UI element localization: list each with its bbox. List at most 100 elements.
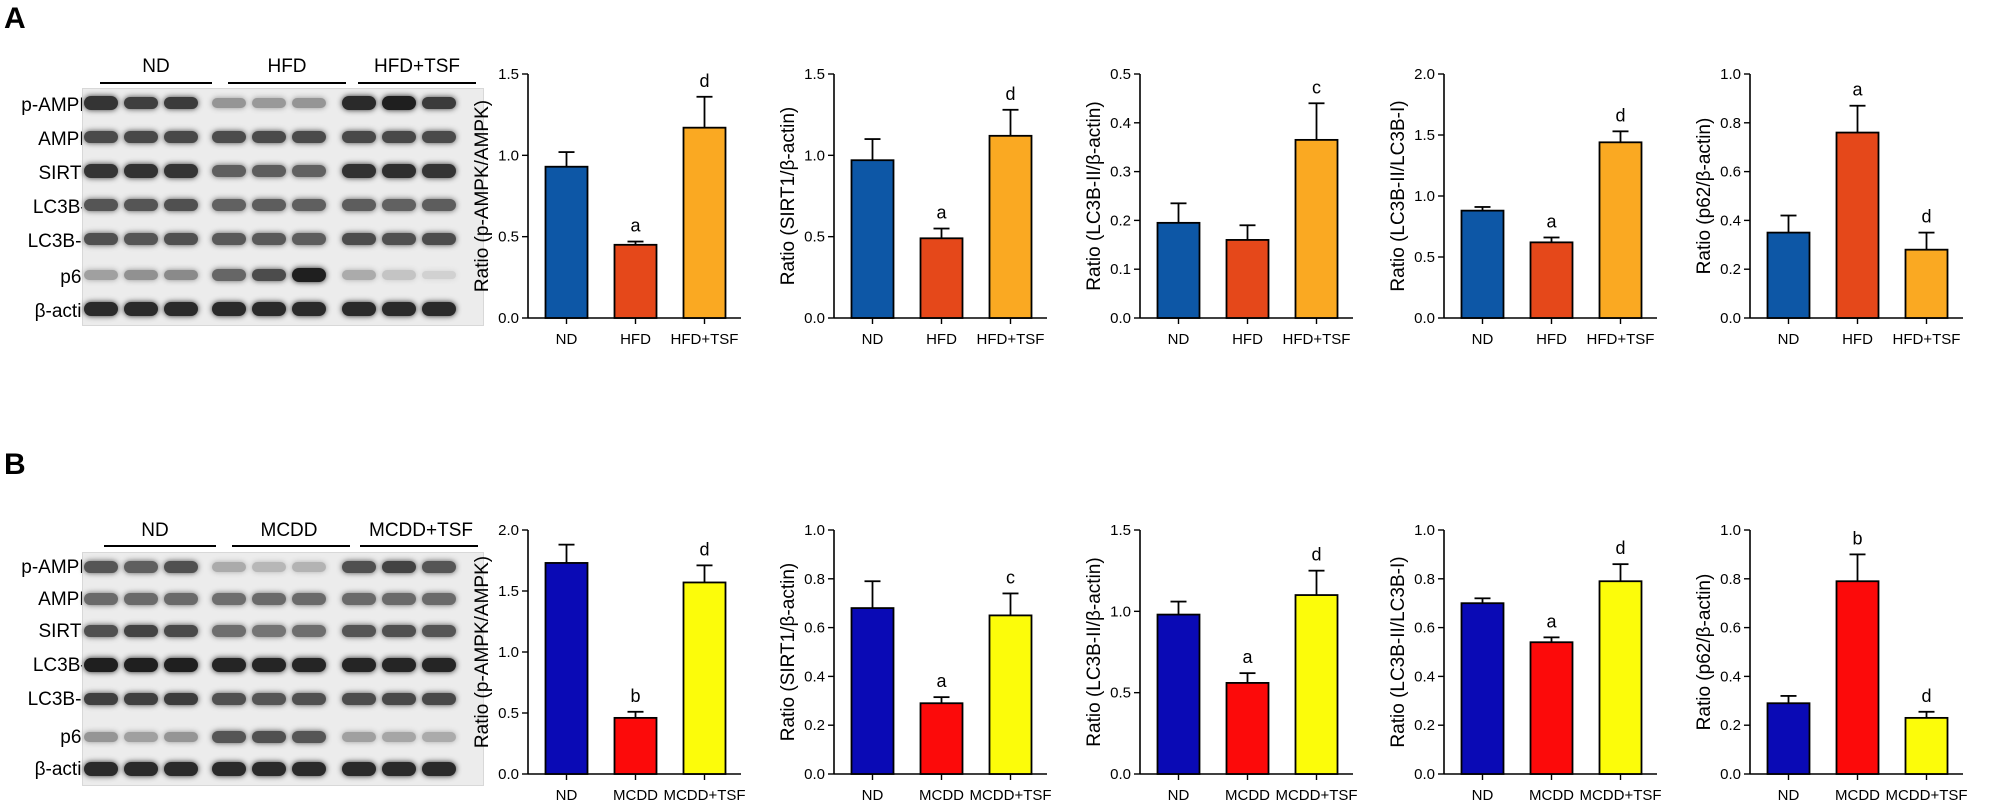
x-tick-label: ND — [1778, 787, 1800, 802]
blot-band — [164, 593, 198, 605]
bar-chart-p62-b: 0.0 0.2 0.4 0.6 0.8 1.0 Ratio (p62/β-actin) ND b… — [1694, 522, 1968, 802]
y-axis-label: Ratio (LC3B-II/LC3B-I) — [1388, 556, 1409, 747]
bar-chart-lc3b-ii-actin-a: 0.0 0.1 0.2 0.3 0.4 0.5 Ratio (LC3B-II/β-actin… — [1084, 66, 1353, 348]
blot-band — [252, 658, 286, 672]
y-tick-label: 0.0 — [1414, 766, 1435, 783]
blot-band — [382, 164, 416, 178]
y-tick-label: 0.4 — [1414, 668, 1435, 685]
blot-band — [422, 164, 456, 178]
significance-letter: d — [699, 71, 709, 91]
y-tick-label: 1.5 — [804, 66, 825, 83]
blot-band — [84, 198, 118, 212]
x-tick-label: HFD — [1842, 331, 1873, 348]
significance-letter: d — [699, 539, 709, 559]
blot-band — [342, 130, 376, 144]
y-axis-label: Ratio (p62/β-actin) — [1694, 118, 1715, 275]
y-tick-label: 0.5 — [804, 229, 825, 246]
significance-letter: a — [1546, 211, 1557, 231]
blot-band — [124, 96, 158, 110]
blot-band-row — [83, 295, 483, 323]
y-tick-label: 1.0 — [1414, 188, 1435, 205]
blot-band — [382, 593, 416, 605]
blot-band — [212, 269, 246, 281]
bar-chart-lc3b-ratio-b: 0.0 0.2 0.4 0.6 0.8 1.0 Ratio (LC3B-II/LC3B-I)… — [1388, 522, 1662, 802]
group-line — [228, 82, 346, 84]
blot-band — [84, 560, 118, 574]
x-tick-label: ND — [1778, 331, 1800, 348]
blot-band-row — [83, 261, 483, 289]
y-tick-label: 0.2 — [804, 717, 825, 734]
bar-chart-lc3b-ii-actin-b: 0.0 0.5 1.0 1.5 Ratio (LC3B-II/β-actin) ND a MC… — [1084, 522, 1358, 802]
blot-band — [124, 130, 158, 144]
blot-band — [164, 731, 198, 743]
x-tick-label: ND — [1472, 787, 1494, 802]
bar — [1460, 209, 1505, 319]
blot-band — [342, 593, 376, 605]
blot-band — [382, 130, 416, 144]
bar — [988, 134, 1033, 319]
blot-band — [84, 624, 118, 638]
y-tick-label: 0.2 — [1414, 717, 1435, 734]
blot-band — [292, 593, 326, 605]
blot-band — [382, 302, 416, 316]
blot-band-row — [83, 651, 483, 679]
blot-band — [422, 593, 456, 605]
significance-letter: d — [1615, 105, 1625, 125]
blot-band — [84, 302, 118, 316]
y-tick-label: 0.1 — [1110, 261, 1131, 278]
significance-letter: d — [1921, 686, 1931, 706]
blot-row-label: AMPK — [38, 589, 92, 610]
bar — [850, 159, 895, 319]
blot-band — [382, 692, 416, 706]
y-tick-label: 1.0 — [1720, 66, 1741, 83]
y-tick-label: 0.5 — [1110, 66, 1131, 83]
blot-band — [252, 130, 286, 144]
blot-membrane — [82, 552, 484, 786]
blot-row-label: β-actin — [34, 301, 92, 322]
blot-band — [422, 624, 456, 638]
y-tick-label: 1.0 — [804, 522, 825, 539]
y-tick-label: 0.8 — [1720, 115, 1741, 132]
bar — [1294, 594, 1339, 775]
blot-band-row — [83, 617, 483, 645]
blot-band — [124, 692, 158, 706]
blot-band — [164, 130, 198, 144]
y-tick-label: 0.0 — [804, 310, 825, 327]
x-tick-label: MCDD+TSF — [1579, 787, 1661, 802]
blot-band — [382, 658, 416, 672]
blot-band — [422, 199, 456, 211]
y-axis-label: Ratio (p-AMPK/AMPK) — [472, 556, 493, 748]
significance-letter: a — [936, 671, 947, 691]
blot-band — [84, 232, 118, 246]
blot-band — [382, 270, 416, 280]
y-tick-label: 1.5 — [498, 66, 519, 83]
significance-letter: d — [1005, 84, 1015, 104]
x-tick-label: MCDD — [919, 787, 964, 802]
blot-row-label: p-AMPK — [21, 95, 92, 116]
bar — [1529, 241, 1574, 319]
blot-group-label: ND — [141, 520, 169, 541]
blot-band — [342, 232, 376, 246]
blot-band — [84, 762, 118, 776]
blot-row-label: p-AMPK — [21, 557, 92, 578]
blot-band — [422, 232, 456, 246]
x-tick-label: ND — [862, 331, 884, 348]
blot-band — [292, 302, 326, 316]
y-tick-label: 0.0 — [1414, 310, 1435, 327]
blot-band — [84, 692, 118, 706]
blot-row-label: SIRT1 — [38, 163, 92, 184]
blot-band — [422, 692, 456, 706]
blot-band — [342, 762, 376, 776]
blot-band — [252, 97, 286, 109]
x-tick-label: MCDD+TSF — [1275, 787, 1357, 802]
blot-band-row — [83, 723, 483, 751]
blot-band — [292, 97, 326, 109]
y-axis-label: Ratio (SIRT1/β-actin) — [778, 563, 799, 741]
y-tick-label: 1.0 — [1110, 603, 1131, 620]
group-line — [232, 545, 350, 547]
y-tick-label: 0.6 — [1414, 620, 1435, 637]
bar — [1156, 613, 1201, 775]
blot-band — [382, 199, 416, 211]
blot-row-label: AMPK — [38, 129, 92, 150]
blot-band — [164, 692, 198, 706]
